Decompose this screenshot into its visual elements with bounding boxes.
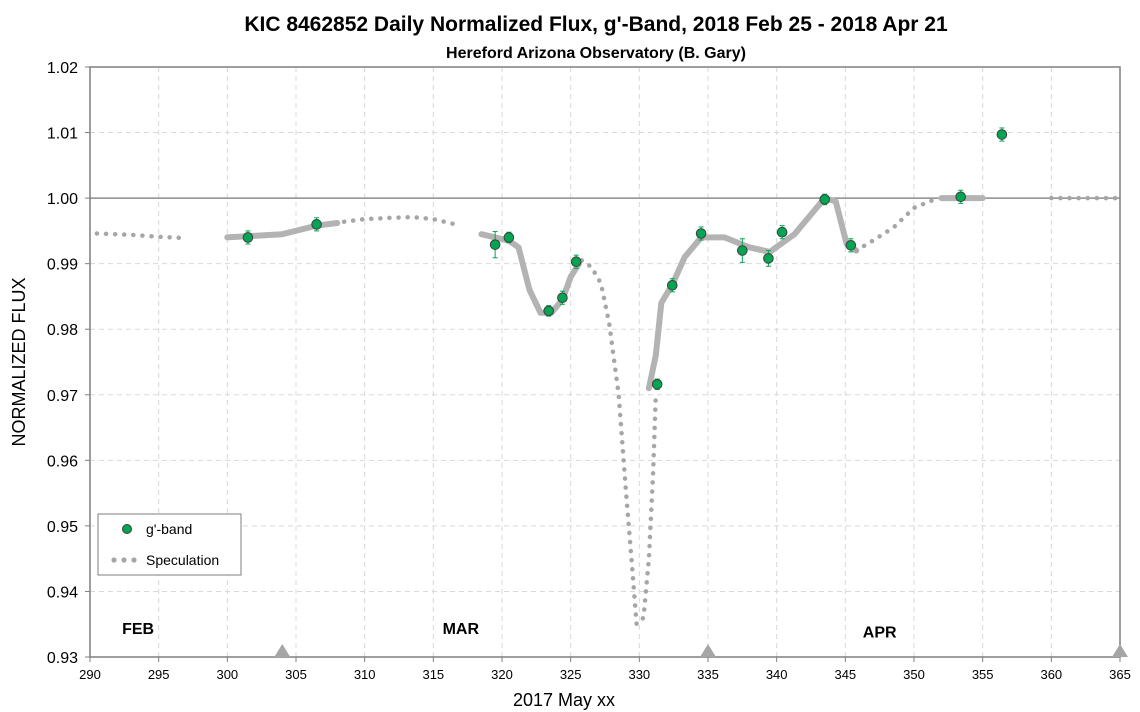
date-markers: [274, 644, 1128, 657]
date-marker-triangle: [274, 644, 291, 657]
fit-curve-segment: [224, 220, 341, 241]
x-tick-label: 335: [697, 667, 719, 682]
data-point: [503, 231, 515, 244]
y-axis-label: NORMALIZED FLUX: [9, 277, 29, 446]
y-tick-label: 0.93: [47, 650, 78, 667]
y-tick-label: 0.99: [47, 257, 78, 274]
data-point: [763, 250, 774, 267]
data-point-marker: [996, 129, 1008, 140]
speculation-segment: [854, 197, 937, 253]
data-point-marker: [557, 292, 568, 304]
x-tick-label: 300: [216, 667, 238, 682]
grid-lines: [90, 67, 1120, 657]
data-point-marker: [695, 228, 707, 239]
legend-gband-marker: [122, 524, 132, 534]
data-point: [570, 254, 582, 269]
x-tick-label: 310: [354, 667, 376, 682]
data-point-marker: [489, 239, 501, 250]
data-point-marker: [955, 191, 966, 203]
data-point: [489, 231, 501, 259]
data-point: [695, 226, 707, 241]
legend-gband-label: g'-band: [146, 521, 192, 537]
month-label: MAR: [443, 621, 480, 638]
data-point: [242, 230, 254, 245]
data-point: [845, 238, 857, 253]
data-point: [311, 217, 322, 232]
data-point: [737, 238, 748, 263]
data-point: [776, 225, 788, 240]
data-point: [651, 378, 663, 391]
y-axis-ticks: 0.93 0.94 0.95 0.96 0.97 0.98 0.99 1.00 1.01 1.02: [47, 60, 90, 667]
data-point-marker: [651, 378, 663, 390]
x-tick-label: 325: [560, 667, 582, 682]
legend-box: [97, 513, 242, 576]
x-tick-label: 360: [1040, 667, 1062, 682]
fit-curve: [224, 195, 986, 392]
data-point-marker: [845, 240, 857, 251]
plot-frame: [89, 66, 1121, 658]
data-point: [819, 193, 831, 206]
data-point-marker: [763, 253, 774, 264]
y-tick-label: 1.00: [47, 191, 78, 208]
x-tick-label: 345: [834, 667, 856, 682]
y-tick-label: 0.96: [47, 453, 78, 470]
speculation-segment: [94, 231, 189, 241]
x-tick-label: 305: [285, 667, 307, 682]
x-tick-label: 350: [903, 667, 925, 682]
data-point-marker: [543, 305, 554, 317]
month-labels: FEB MAR APR: [122, 621, 897, 641]
y-tick-label: 0.94: [47, 584, 78, 601]
data-point-marker: [666, 280, 678, 291]
chart-subtitle: Hereford Arizona Observatory (B. Gary): [446, 45, 746, 62]
fit-curve-segment: [478, 231, 582, 316]
y-tick-label: 0.98: [47, 322, 78, 339]
data-point-marker: [242, 232, 254, 243]
y-tick-label: 1.02: [47, 60, 78, 77]
fit-curve-segment: [645, 195, 860, 392]
x-tick-label: 295: [148, 667, 170, 682]
data-point-marker: [503, 232, 515, 243]
x-tick-label: 365: [1109, 667, 1131, 682]
y-tick-label: 0.97: [47, 388, 78, 405]
chart-title: KIC 8462852 Daily Normalized Flux, g'-Ba…: [244, 13, 948, 36]
x-tick-label: 340: [766, 667, 788, 682]
data-point-marker: [311, 219, 322, 230]
month-label: FEB: [122, 621, 154, 638]
data-point: [955, 189, 966, 204]
data-point-marker: [570, 256, 582, 268]
speculation-segment: [341, 214, 464, 228]
data-point: [996, 127, 1008, 142]
speculation-curve: [94, 195, 1123, 627]
x-axis-ticks: 290 295 300 305 310 315 320 325 330 335 340 345 350 3…: [79, 657, 1131, 682]
data-point: [543, 305, 554, 317]
x-tick-label: 355: [972, 667, 994, 682]
data-point-marker: [776, 226, 788, 238]
date-marker-triangle: [700, 644, 716, 657]
gband-points: [242, 127, 1008, 391]
speculation-segment: [579, 258, 659, 627]
x-tick-label: 320: [491, 667, 513, 682]
data-point-marker: [737, 245, 748, 256]
legend-speculation-marker: [111, 557, 137, 563]
month-label: APR: [863, 624, 897, 641]
date-marker-triangle: [1112, 644, 1128, 657]
y-tick-label: 0.95: [47, 519, 78, 536]
x-axis-label: 2017 May xx: [513, 690, 615, 710]
y-tick-label: 1.01: [47, 126, 78, 143]
legend-speculation-label: Speculation: [146, 552, 219, 568]
x-tick-label: 330: [628, 667, 650, 682]
x-tick-label: 290: [79, 667, 101, 682]
legend: g'-band Speculation: [97, 513, 242, 576]
data-point-marker: [819, 194, 831, 205]
x-tick-label: 315: [422, 667, 444, 682]
data-point: [557, 290, 568, 305]
data-point: [666, 278, 678, 293]
